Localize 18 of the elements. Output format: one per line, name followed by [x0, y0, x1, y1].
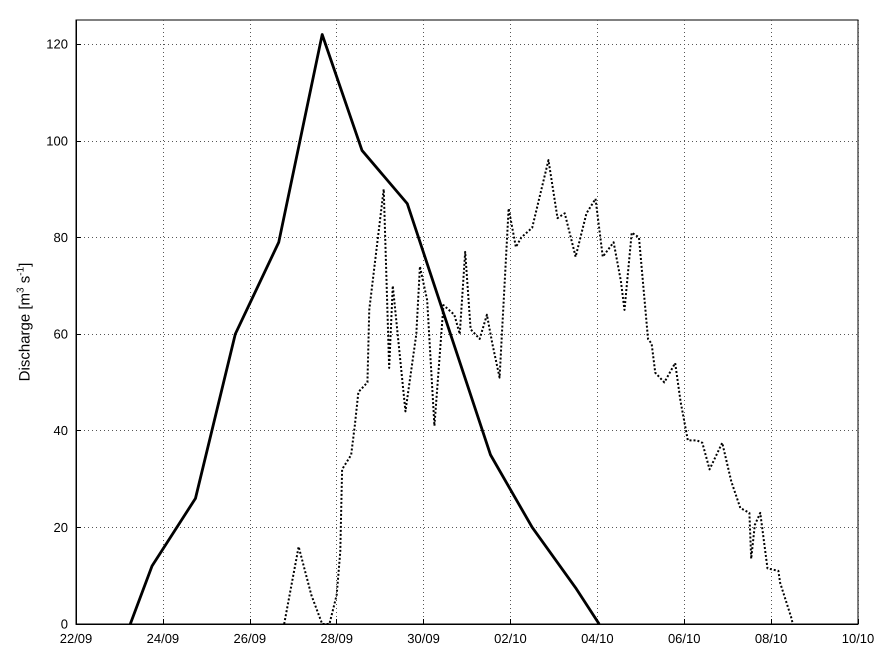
y-tick-label: 120: [46, 36, 68, 52]
x-tick-label: 02/10: [494, 631, 527, 646]
y-tick-label: 0: [60, 616, 68, 632]
x-tick-label: 04/10: [581, 631, 614, 646]
x-tick-label: 28/09: [320, 631, 353, 646]
x-tick-label: 30/09: [407, 631, 440, 646]
x-tick-label: 24/09: [146, 631, 180, 646]
x-tick-label: 08/10: [754, 631, 788, 646]
y-tick-label: 40: [54, 423, 68, 438]
y-tick-label: 100: [46, 133, 68, 148]
x-tick-label: 06/10: [668, 631, 700, 646]
x-tick-label: 22/09: [60, 631, 92, 646]
y-tick-label: 80: [54, 230, 68, 245]
y-axis-title: Discharge [m3 s-1]: [16, 262, 34, 382]
y-tick-label: 60: [54, 326, 68, 342]
y-tick-label: 20: [54, 520, 68, 535]
x-tick-label: 26/09: [234, 631, 266, 646]
x-tick-label: 10/10: [842, 631, 874, 646]
